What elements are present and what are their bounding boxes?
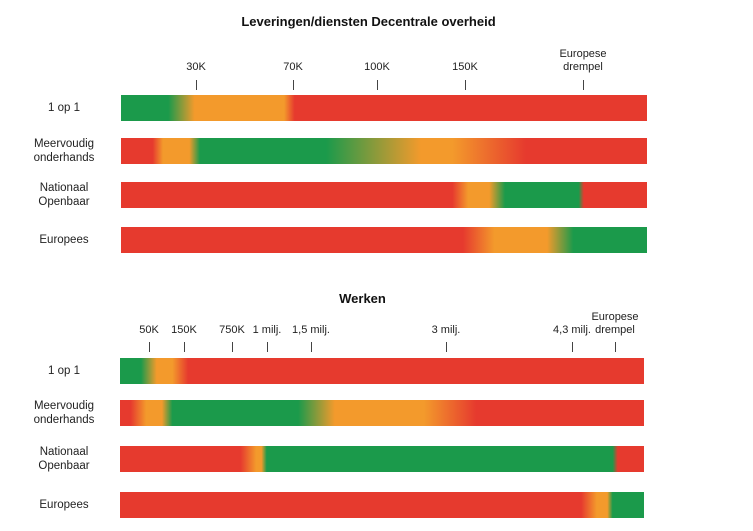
row-label-meervoudig-onderhands: Meervoudig onderhands: [33, 400, 95, 426]
bar-europees: [121, 227, 647, 253]
tick-label-europese-drempel: Europese drempel: [591, 311, 639, 336]
tick-mark: [615, 342, 616, 352]
tick-label-150k: 150K: [452, 61, 478, 73]
tick-mark: [465, 80, 466, 90]
tick-mark: [293, 80, 294, 90]
bar-nationaal-openbaar: [120, 446, 644, 472]
tick-mark: [377, 80, 378, 90]
tick-mark: [583, 80, 584, 90]
tick-mark: [149, 342, 150, 352]
tick-mark: [572, 342, 573, 352]
tick-mark: [267, 342, 268, 352]
tick-mark: [446, 342, 447, 352]
tick-label-europese-drempel: Europese drempel: [559, 48, 607, 73]
tick-label-750k: 750K: [219, 324, 245, 336]
tick-label-3-milj: 3 milj.: [431, 324, 461, 336]
bar-meervoudig-onderhands: [121, 138, 647, 164]
chart-title-leveringen: Leveringen/diensten Decentrale overheid: [241, 14, 496, 29]
row-label-europees: Europees: [39, 499, 89, 511]
tick-label-70k: 70K: [283, 61, 303, 73]
tick-label-4-3-milj: 4,3 milj.: [553, 324, 591, 336]
bar-1-op-1: [120, 358, 644, 384]
row-label-nationaal-openbaar: Nationaal Openbaar: [38, 182, 90, 208]
row-label-meervoudig-onderhands: Meervoudig onderhands: [33, 138, 95, 164]
tick-label-1-milj: 1 milj.: [252, 324, 282, 336]
tick-label-100k: 100K: [364, 61, 390, 73]
bar-meervoudig-onderhands: [120, 400, 644, 426]
tick-label-1-5-milj: 1,5 milj.: [292, 324, 330, 336]
tick-mark: [232, 342, 233, 352]
chart-title-werken: Werken: [339, 291, 386, 306]
bar-nationaal-openbaar: [121, 182, 647, 208]
bar-europees: [120, 492, 644, 518]
tick-label-50k: 50K: [139, 324, 159, 336]
row-label-europees: Europees: [39, 234, 89, 246]
tick-mark: [196, 80, 197, 90]
tick-label-30k: 30K: [186, 61, 206, 73]
row-label-1-op-1: 1 op 1: [48, 102, 80, 114]
tick-mark: [184, 342, 185, 352]
row-label-1-op-1: 1 op 1: [48, 365, 80, 377]
row-label-nationaal-openbaar: Nationaal Openbaar: [38, 446, 90, 472]
tick-label-150k: 150K: [171, 324, 197, 336]
bar-1-op-1: [121, 95, 647, 121]
tick-mark: [311, 342, 312, 352]
